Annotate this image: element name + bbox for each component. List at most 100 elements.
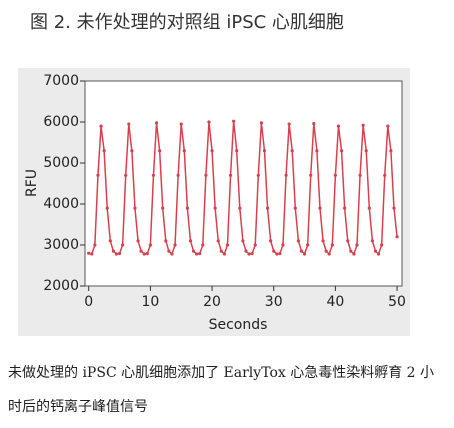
point <box>176 173 180 177</box>
point <box>312 122 316 126</box>
point <box>284 173 288 177</box>
point <box>207 120 211 124</box>
point <box>222 252 226 256</box>
y-axis-label: RFU <box>24 169 40 197</box>
x-tick-label: 20 <box>203 294 221 310</box>
point <box>213 206 217 210</box>
point <box>121 243 125 247</box>
point <box>290 149 294 153</box>
point <box>102 149 106 153</box>
point <box>367 206 371 210</box>
point <box>142 252 146 256</box>
point <box>361 123 365 127</box>
point <box>389 149 393 153</box>
point <box>392 206 396 210</box>
point <box>105 206 109 210</box>
point <box>232 119 236 123</box>
y-tick-label: 6000 <box>43 114 79 130</box>
point <box>349 249 353 253</box>
point <box>173 243 177 247</box>
point <box>195 252 199 256</box>
point <box>269 239 273 243</box>
point <box>182 149 186 153</box>
point <box>179 122 183 126</box>
point <box>139 249 143 253</box>
point <box>315 149 319 153</box>
point <box>111 249 115 253</box>
point <box>321 239 325 243</box>
point <box>108 239 112 243</box>
plot-area <box>84 80 403 287</box>
point <box>293 206 297 210</box>
figure-title: 图 2. 未作处理的对照组 iPSC 心肌细胞 <box>30 12 344 33</box>
y-tick-label: 2000 <box>43 278 79 294</box>
x-tick-label: 0 <box>84 294 93 310</box>
y-tick-label: 5000 <box>43 155 79 171</box>
point <box>327 252 331 256</box>
point <box>386 124 390 128</box>
point <box>130 149 134 153</box>
point <box>124 173 128 177</box>
point <box>247 252 251 256</box>
point <box>333 173 337 177</box>
point <box>154 121 159 125</box>
point <box>296 239 300 243</box>
point <box>93 243 97 247</box>
point <box>306 243 310 247</box>
point <box>170 252 174 256</box>
point <box>383 173 387 177</box>
point <box>256 173 260 177</box>
y-tick-label: 4000 <box>43 196 79 212</box>
point <box>238 206 242 210</box>
point <box>336 124 341 128</box>
point <box>145 252 149 256</box>
point <box>198 252 202 256</box>
point <box>250 252 254 256</box>
point <box>275 252 279 256</box>
x-tick-label: 10 <box>141 294 159 310</box>
point <box>265 206 270 210</box>
y-tick-label: 3000 <box>43 237 79 253</box>
point <box>216 239 220 243</box>
point <box>395 235 399 239</box>
y-tick-label: 7000 <box>43 73 79 89</box>
point <box>302 252 307 256</box>
point <box>185 206 189 210</box>
point <box>133 206 137 210</box>
point <box>355 243 359 247</box>
point <box>87 251 91 255</box>
point <box>281 243 285 247</box>
point <box>148 243 152 247</box>
point <box>330 243 334 247</box>
point <box>318 206 322 210</box>
point <box>272 249 276 253</box>
point <box>96 173 100 177</box>
chart: RFU Seconds 2000 3000 4000 5000 6000 7000 0 10 2… <box>18 68 410 336</box>
x-tick-label: 40 <box>326 294 344 310</box>
point <box>278 252 282 256</box>
point <box>127 122 131 126</box>
point <box>370 239 374 243</box>
point <box>136 239 140 243</box>
point <box>339 149 344 153</box>
point <box>151 173 156 177</box>
point <box>380 243 384 247</box>
point <box>167 249 171 253</box>
point <box>259 121 263 125</box>
point <box>358 173 362 177</box>
point <box>262 149 267 153</box>
point <box>346 239 350 243</box>
point <box>343 206 347 210</box>
caption: 未做处理的 iPSC 心肌细胞添加了 EarlyTox 心急毒性染料孵育 2 小… <box>8 365 435 415</box>
point <box>235 149 239 153</box>
point <box>299 249 304 253</box>
point <box>158 149 162 153</box>
x-axis-label: Seconds <box>209 317 268 333</box>
point <box>210 149 214 153</box>
point <box>114 252 119 256</box>
point <box>161 206 165 210</box>
point <box>99 124 103 128</box>
x-tick-label: 50 <box>388 294 406 310</box>
point <box>241 239 245 243</box>
